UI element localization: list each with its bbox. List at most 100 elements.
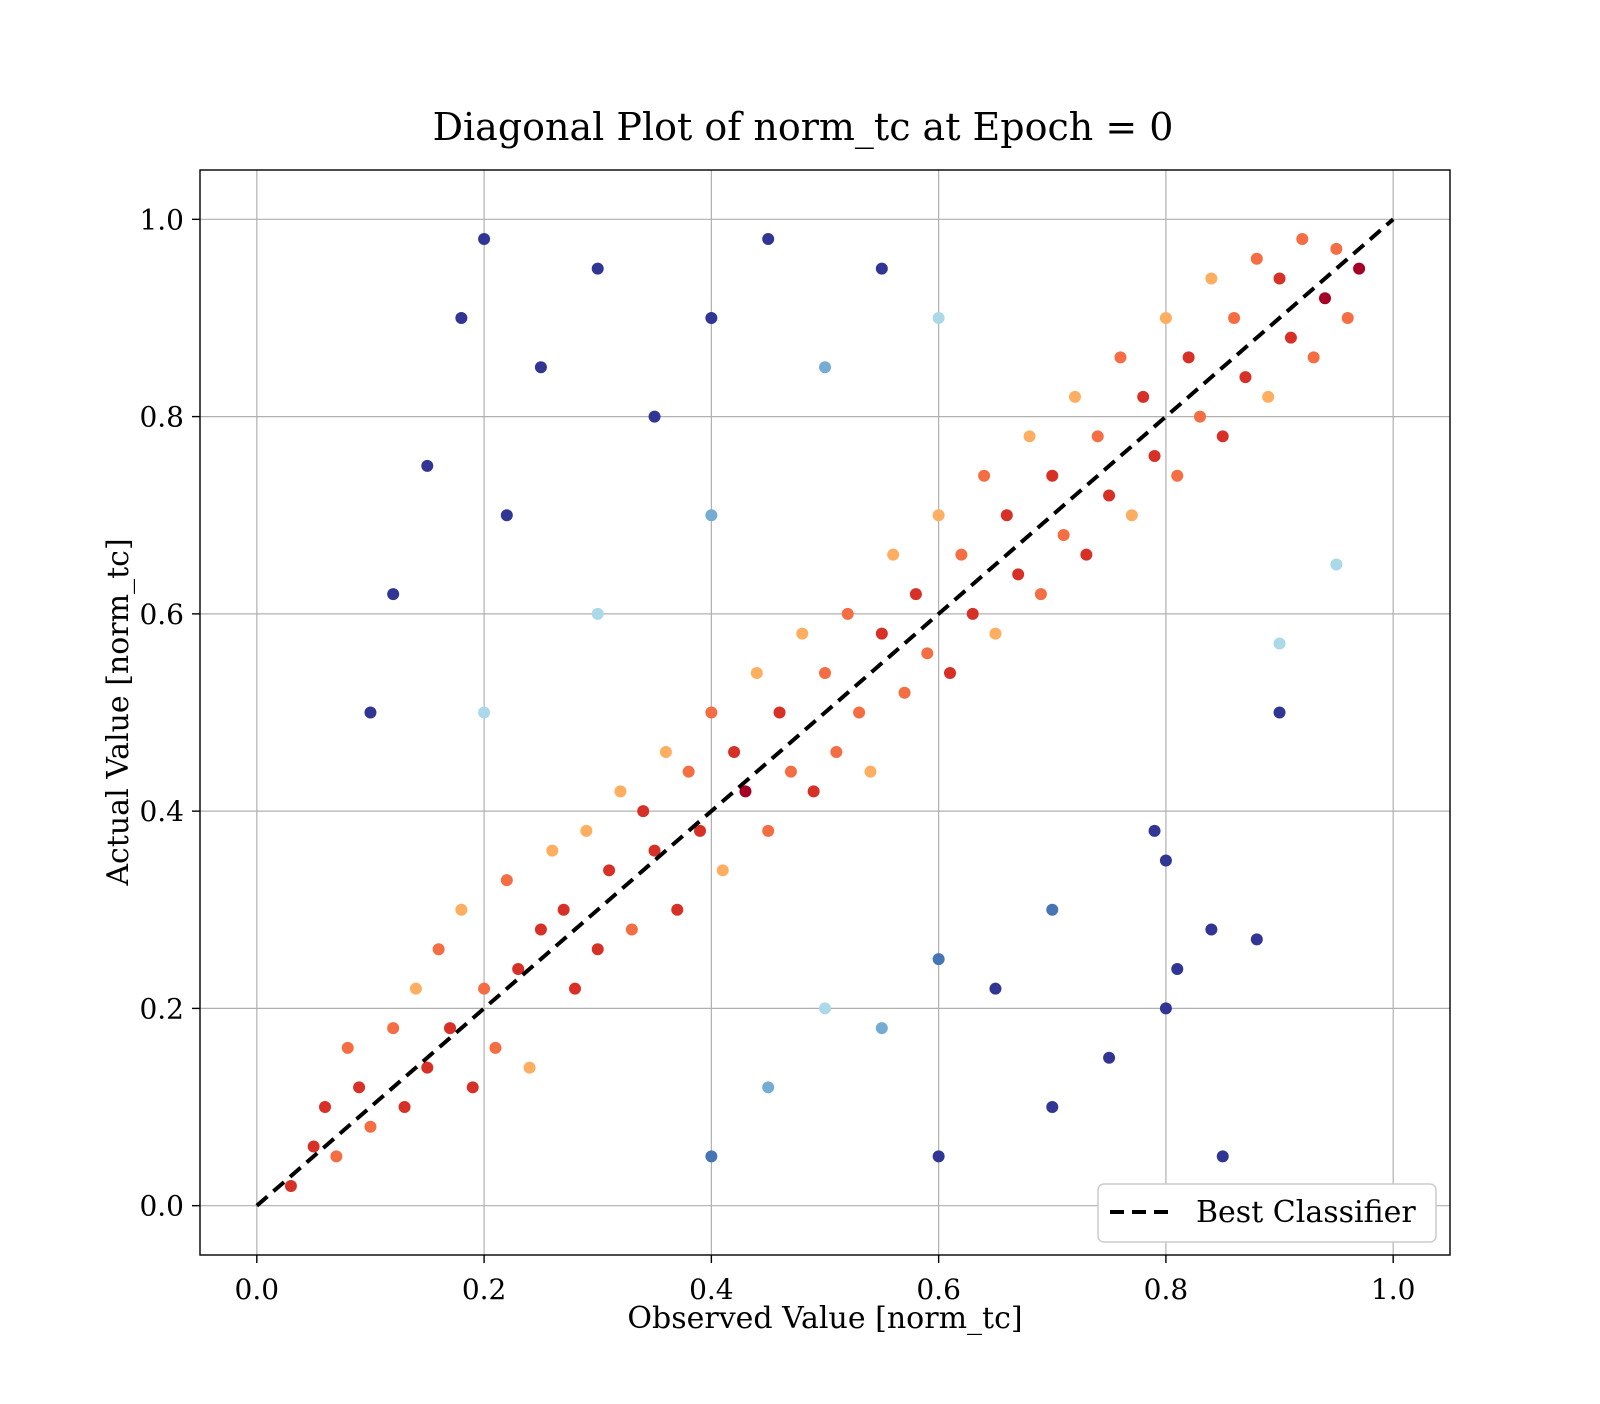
scatter-point bbox=[478, 233, 491, 246]
x-tick-label: 0.8 bbox=[1144, 1273, 1189, 1306]
scatter-point bbox=[1250, 252, 1263, 265]
scatter-point bbox=[1171, 962, 1184, 975]
scatter-point bbox=[762, 824, 775, 837]
scatter-point bbox=[580, 824, 593, 837]
scatter-point bbox=[1103, 489, 1116, 502]
y-tick-label: 0.2 bbox=[139, 992, 184, 1025]
scatter-point bbox=[444, 1022, 456, 1035]
scatter-point bbox=[500, 874, 513, 887]
scatter-point bbox=[750, 667, 763, 680]
scatter-point bbox=[1273, 637, 1286, 650]
scatter-point bbox=[1216, 430, 1229, 443]
scatter-point bbox=[819, 1002, 831, 1015]
y-axis-ticks: 0.0 0.2 0.4 0.6 0.8 1.0 bbox=[139, 203, 200, 1223]
scatter-point bbox=[1182, 351, 1195, 364]
scatter-point bbox=[1353, 262, 1366, 275]
x-axis-label: Observed Value [norm_tc] bbox=[627, 1301, 1022, 1336]
scatter-point bbox=[932, 953, 945, 966]
scatter-point bbox=[364, 706, 377, 719]
best-classifier-line bbox=[255, 217, 1395, 1208]
scatter-point bbox=[534, 923, 547, 936]
scatter-point bbox=[1341, 311, 1354, 324]
legend-label: Best Classifier bbox=[1196, 1195, 1416, 1230]
scatter-point bbox=[1023, 430, 1036, 443]
scatter-point bbox=[1148, 824, 1161, 837]
scatter-point bbox=[705, 1150, 718, 1163]
scatter-point bbox=[478, 706, 491, 719]
scatter-point bbox=[1319, 292, 1331, 305]
scatter-point bbox=[637, 805, 650, 818]
scatter-point bbox=[284, 1179, 297, 1192]
scatter-points bbox=[284, 233, 1366, 1192]
scatter-point bbox=[1159, 854, 1172, 867]
scatter-point bbox=[1046, 1101, 1059, 1114]
scatter-point bbox=[409, 982, 422, 995]
scatter-point bbox=[1228, 311, 1241, 324]
scatter-point bbox=[569, 982, 581, 995]
x-tick-label: 0.0 bbox=[235, 1273, 280, 1306]
scatter-point bbox=[512, 962, 525, 975]
scatter-point bbox=[1069, 390, 1081, 403]
scatter-point bbox=[1239, 371, 1252, 384]
scatter-point bbox=[1250, 933, 1263, 946]
plot-frame bbox=[199, 169, 1451, 1256]
scatter-point bbox=[694, 824, 706, 837]
scatter-point bbox=[591, 943, 604, 956]
scatter-point bbox=[353, 1081, 366, 1094]
scatter-point bbox=[784, 765, 797, 778]
scatter-point bbox=[853, 706, 866, 719]
scatter-point bbox=[398, 1101, 411, 1114]
scatter-point bbox=[1057, 528, 1070, 541]
scatter-point bbox=[1159, 1002, 1172, 1015]
scatter-point bbox=[887, 548, 900, 561]
scatter-point bbox=[739, 785, 752, 798]
scatter-point bbox=[500, 509, 513, 522]
scatter-point bbox=[705, 311, 718, 324]
scatter-point bbox=[648, 844, 661, 857]
scatter-point bbox=[1205, 272, 1218, 285]
legend: Best Classifier bbox=[1097, 1183, 1437, 1243]
scatter-point bbox=[1034, 588, 1047, 601]
scatter-point bbox=[557, 903, 570, 916]
scatter-point bbox=[1148, 450, 1161, 463]
scatter-point bbox=[875, 1022, 888, 1035]
scatter-point bbox=[1080, 548, 1093, 561]
scatter-point bbox=[1171, 469, 1184, 482]
scatter-point bbox=[978, 469, 991, 482]
scatter-point bbox=[1103, 1051, 1116, 1064]
scatter-point bbox=[523, 1061, 536, 1074]
scatter-point bbox=[989, 982, 1002, 995]
scatter-point bbox=[364, 1120, 377, 1133]
scatter-point bbox=[966, 607, 979, 620]
scatter-point bbox=[807, 785, 820, 798]
x-tick-label: 1.0 bbox=[1371, 1273, 1416, 1306]
scatter-point bbox=[330, 1150, 343, 1163]
scatter-point bbox=[819, 361, 831, 374]
scatter-point bbox=[1046, 469, 1059, 482]
scatter-point bbox=[1330, 242, 1343, 255]
scatter-point bbox=[864, 765, 877, 778]
scatter-point bbox=[909, 588, 922, 601]
scatter-point bbox=[1159, 311, 1172, 324]
scatter-point bbox=[489, 1041, 502, 1054]
y-axis-label: Actual Value [norm_tc] bbox=[101, 538, 136, 886]
scatter-point bbox=[387, 1022, 400, 1035]
y-tick-label: 0.6 bbox=[139, 598, 184, 631]
scatter-point bbox=[1125, 509, 1138, 522]
scatter-point bbox=[478, 982, 491, 995]
scatter-point bbox=[705, 509, 718, 522]
x-tick-label: 0.6 bbox=[916, 1273, 961, 1306]
scatter-point bbox=[1114, 351, 1127, 364]
scatter-point bbox=[307, 1140, 320, 1153]
scatter-point bbox=[955, 548, 968, 561]
scatter-point bbox=[875, 627, 888, 640]
scatter-point bbox=[546, 844, 559, 857]
x-tick-label: 0.2 bbox=[462, 1273, 507, 1306]
scatter-point bbox=[875, 262, 888, 275]
scatter-point bbox=[455, 903, 468, 916]
scatter-point bbox=[1284, 331, 1297, 344]
chart-title: Diagonal Plot of norm_tc at Epoch = 0 bbox=[433, 105, 1174, 150]
grid-lines bbox=[200, 170, 1450, 1255]
scatter-point bbox=[932, 1150, 945, 1163]
scatter-point bbox=[841, 607, 854, 620]
